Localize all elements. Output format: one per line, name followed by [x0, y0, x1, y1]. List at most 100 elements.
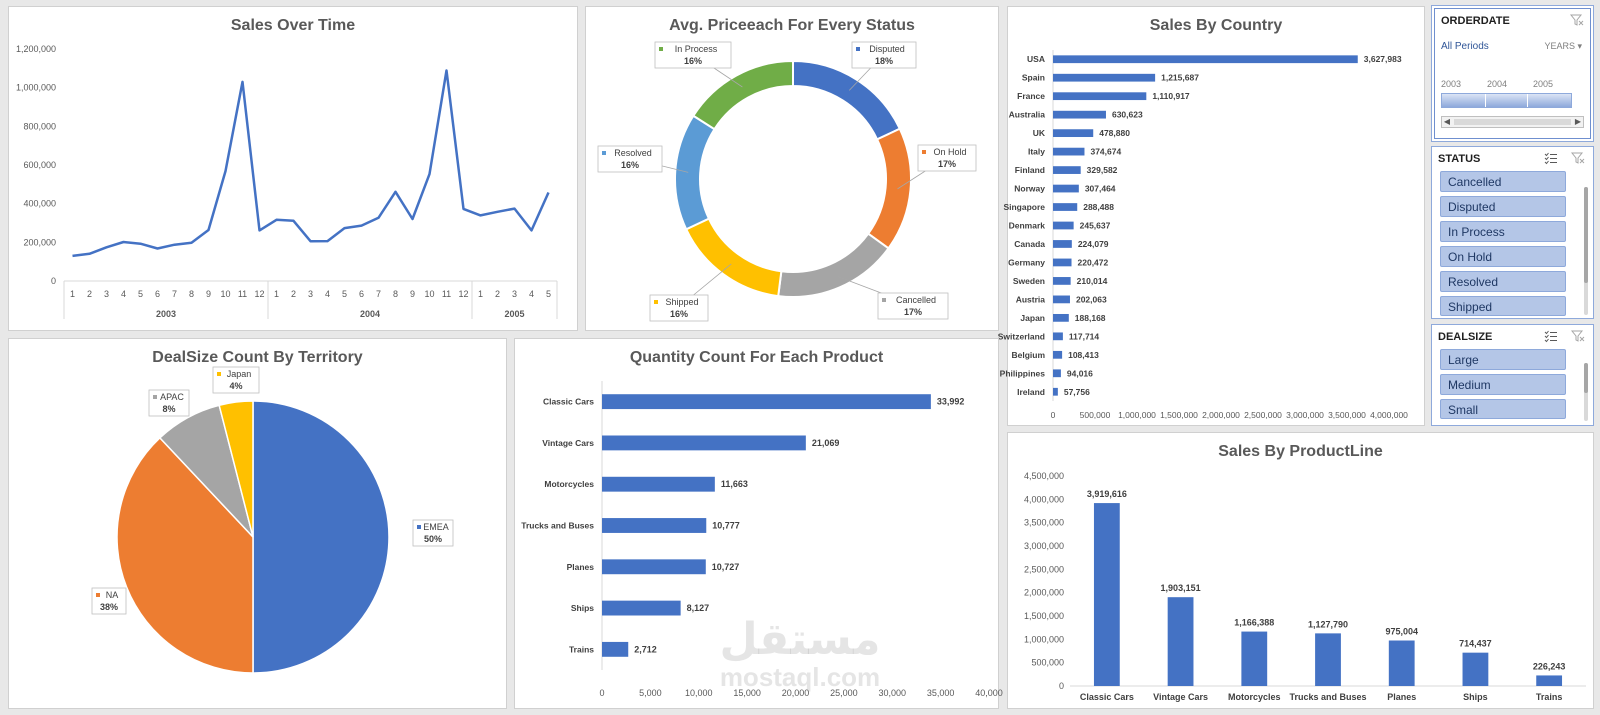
x-tick-label: 35,000 — [927, 688, 955, 698]
x-tick-label: 3,000,000 — [1286, 410, 1324, 420]
x-tick-label: 3,500,000 — [1328, 410, 1366, 420]
category-label: Sweden — [1013, 276, 1045, 286]
category-label: Planes — [1387, 692, 1416, 702]
category-label: Norway — [1014, 184, 1045, 194]
data-label: 3,627,983 — [1364, 54, 1402, 64]
category-label: Trucks and Buses — [1289, 692, 1366, 702]
category-label: Germany — [1008, 257, 1045, 267]
donut-slice-on-hold — [866, 127, 912, 250]
data-label: 329,582 — [1087, 165, 1118, 175]
timeline-selection-bar[interactable] — [1441, 93, 1572, 108]
chevron-down-icon: ▾ — [1577, 41, 1582, 51]
clear-filter-icon[interactable] — [1569, 14, 1584, 26]
status-item-on-hold[interactable]: On Hold — [1440, 246, 1566, 267]
data-label: 975,004 — [1385, 626, 1418, 636]
x-tick-label: 1,000,000 — [1118, 410, 1156, 420]
status-item-disputed[interactable]: Disputed — [1440, 196, 1566, 217]
legend-swatch — [96, 593, 100, 597]
bar-australia — [1053, 110, 1106, 119]
data-label: 2,712 — [634, 644, 657, 654]
x-tick-label: 10 — [220, 289, 230, 299]
slice-pct-label: 16% — [684, 56, 702, 66]
category-label: France — [1017, 91, 1045, 101]
x-tick-label: 4 — [529, 289, 534, 299]
category-label: Japan — [1020, 313, 1045, 323]
category-label: Trains — [569, 644, 594, 654]
status-slicer-title: STATUS — [1438, 153, 1481, 165]
category-label: Planes — [567, 562, 595, 572]
multi-select-icon[interactable] — [1544, 330, 1558, 343]
clear-filter-icon[interactable] — [1570, 330, 1585, 342]
dealsize-scrollbar[interactable] — [1584, 363, 1588, 421]
watermark-latin: mostaql.com — [719, 662, 881, 692]
y-tick-label: 1,500,000 — [1024, 611, 1064, 621]
slice-name-label: Cancelled — [896, 295, 936, 305]
y-tick-label: 4,000,000 — [1024, 494, 1064, 504]
quantity-product-chart: 0 5,000 10,000 15,000 20,000 25,000 30,000 35,0… — [521, 381, 1003, 698]
sales-productline-title: Sales By ProductLine — [1218, 443, 1383, 460]
data-label-box — [654, 41, 732, 69]
bar-motorcycles — [1241, 631, 1268, 686]
bar-japan — [1053, 313, 1069, 322]
status-item-shipped[interactable]: Shipped — [1440, 296, 1566, 316]
timeline-year-2005[interactable]: 2005 — [1533, 79, 1554, 89]
status-scrollbar[interactable] — [1584, 187, 1588, 315]
category-label: Australia — [1009, 110, 1046, 120]
bar-ireland — [1053, 387, 1058, 396]
sales-over-time-chart: 0 200,000 400,000 600,000 800,000 1,000,000 1,… — [16, 44, 558, 319]
data-label-box — [877, 292, 949, 320]
y-tick-label: 1,000,000 — [1024, 634, 1064, 644]
y-tick-label: 1,000,000 — [16, 83, 56, 93]
category-label: Singapore — [1003, 202, 1045, 212]
status-item-in-process[interactable]: In Process — [1440, 221, 1566, 242]
donut-slice-in-process — [691, 59, 794, 131]
clear-filter-icon[interactable] — [1570, 152, 1585, 164]
y-tick-label: 3,000,000 — [1024, 541, 1064, 551]
status-item-resolved[interactable]: Resolved — [1440, 271, 1566, 292]
scroll-right-icon[interactable]: ▶ — [1574, 117, 1582, 126]
sales-by-country-chart: 0 500,000 1,000,000 1,500,000 2,000,000 2,500… — [998, 50, 1408, 420]
years-dropdown[interactable]: YEARS ▾ — [1544, 41, 1582, 52]
multi-select-icon[interactable] — [1544, 152, 1558, 165]
orderdate-slicer[interactable]: ORDERDATE All Periods YEARS ▾ 2003 2004 … — [1431, 5, 1594, 142]
bar-france — [1053, 92, 1147, 101]
avg-price-status-chart: Disputed 18% On Hold 17% Cancelled 17% Shipped… — [597, 41, 977, 322]
status-item-cancelled[interactable]: Cancelled — [1440, 171, 1566, 192]
bar-philippines — [1053, 369, 1061, 378]
y-tick-label: 1,200,000 — [16, 44, 56, 54]
dealsize-item-small[interactable]: Small — [1440, 399, 1566, 419]
dealsize-item-large[interactable]: Large — [1440, 349, 1566, 370]
status-slicer[interactable]: STATUS Cancelled Disputed In Process On … — [1431, 146, 1594, 319]
data-label: 220,472 — [1078, 257, 1109, 267]
data-label: 21,069 — [812, 438, 840, 448]
data-label-box — [91, 587, 127, 615]
dealsize-slicer[interactable]: DEALSIZE Large Medium Small — [1431, 324, 1594, 426]
quantity-product-title: Quantity Count For Each Product — [629, 349, 884, 366]
x-tick-label: 4 — [325, 289, 330, 299]
y-tick-label: 2,000,000 — [1024, 588, 1064, 598]
data-label: 226,243 — [1533, 661, 1566, 671]
scroll-left-icon[interactable]: ◀ — [1443, 117, 1451, 126]
category-label: Canada — [1014, 239, 1045, 249]
x-tick-label: 2 — [495, 289, 500, 299]
data-label-box — [917, 144, 977, 172]
data-label: 8,127 — [687, 603, 710, 613]
category-label: Switzerland — [998, 331, 1045, 341]
legend-swatch — [856, 47, 860, 51]
bar-vintage-cars — [1167, 597, 1194, 686]
x-tick-label: 1 — [274, 289, 279, 299]
timeline-year-2004[interactable]: 2004 — [1487, 79, 1508, 89]
timeline-scrollbar[interactable]: ◀ ▶ — [1441, 116, 1584, 128]
timeline-year-2003[interactable]: 2003 — [1441, 79, 1462, 89]
x-tick-label: 2 — [291, 289, 296, 299]
bar-finland — [1053, 166, 1081, 174]
data-label: 117,714 — [1069, 331, 1100, 341]
pie-slice-na — [116, 436, 254, 674]
y-tick-label: 0 — [51, 276, 56, 286]
donut-slice-disputed — [792, 59, 902, 141]
x-tick-label: 10 — [424, 289, 434, 299]
dealsize-item-medium[interactable]: Medium — [1440, 374, 1566, 395]
slice-pct-label: 8% — [162, 404, 175, 414]
data-label: 108,413 — [1068, 350, 1099, 360]
data-label-box — [597, 145, 663, 173]
